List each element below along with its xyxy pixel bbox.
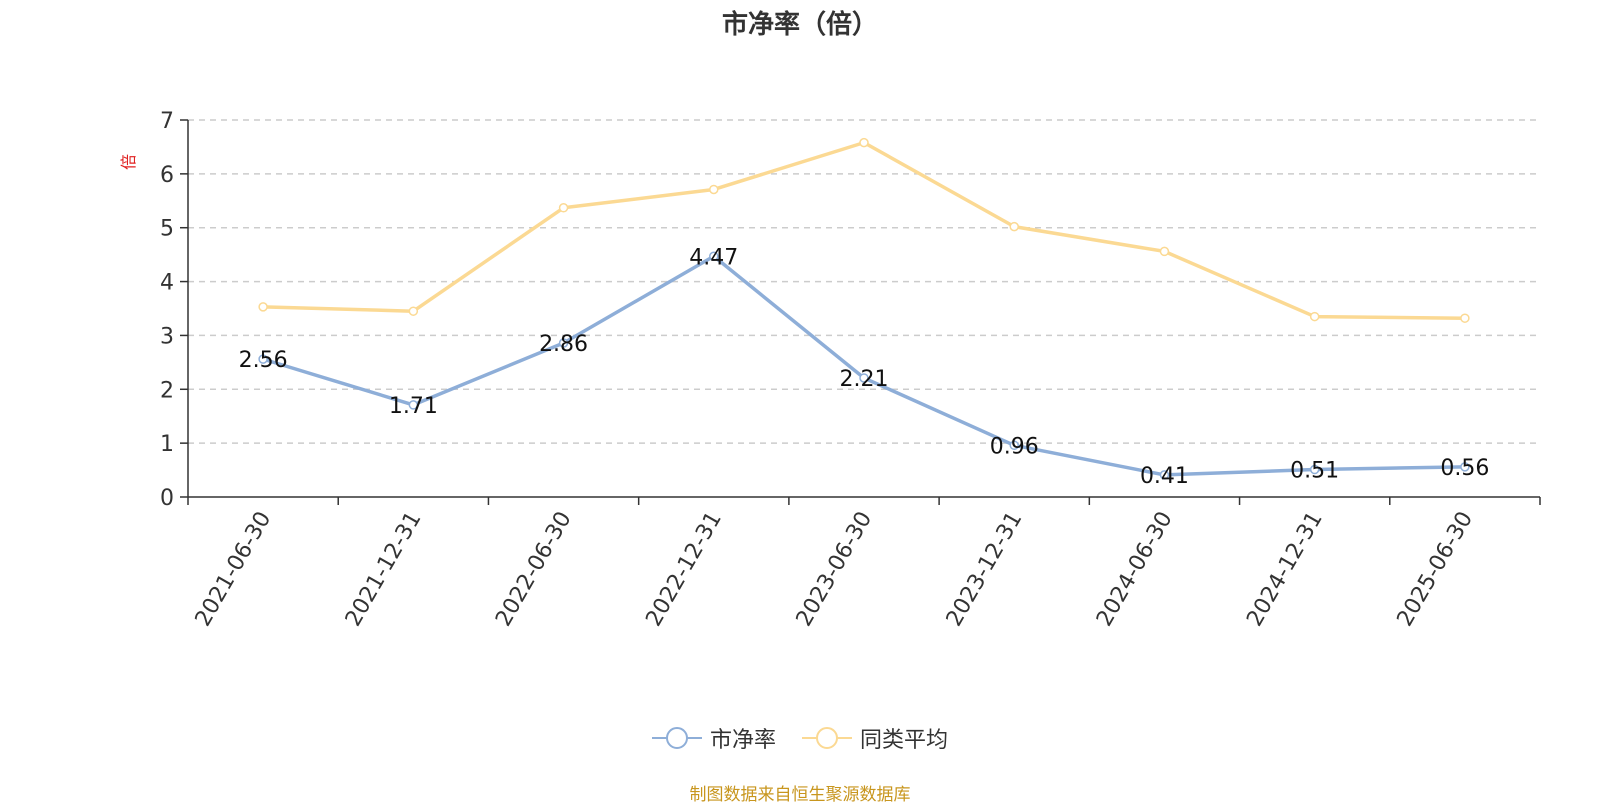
legend-line-circle-icon bbox=[651, 727, 702, 749]
grid-layer bbox=[188, 119, 1540, 444]
legend-item-series-2[interactable]: 同类平均 bbox=[802, 722, 948, 754]
series-line bbox=[263, 140, 1465, 320]
data-point bbox=[558, 338, 569, 348]
data-label-layer: 2.56 1.71 2.86 4.47 2.21 0.96 0.41 0.51 0.56 bbox=[239, 245, 1490, 489]
data-point bbox=[1009, 440, 1019, 451]
axis-layer: 0 1 2 3 4 5 6 7 倍 2021-06-30 2021-12-31 2022-06-30 2… bbox=[119, 109, 1541, 631]
data-point bbox=[859, 373, 869, 383]
y-tick-label: 0 bbox=[160, 486, 174, 511]
x-tick-label: 2021-12-31 bbox=[341, 508, 427, 631]
legend: 市净率 同类平均 bbox=[0, 722, 1600, 754]
data-point bbox=[258, 354, 268, 364]
data-point bbox=[1159, 246, 1170, 257]
data-label: 0.51 bbox=[1290, 459, 1339, 484]
legend-item-series-1[interactable]: 市净率 bbox=[651, 722, 776, 754]
data-point bbox=[709, 184, 719, 195]
data-point bbox=[859, 137, 869, 148]
y-tick-label: 4 bbox=[160, 271, 174, 296]
data-label: 0.56 bbox=[1440, 456, 1489, 481]
y-tick-label: 2 bbox=[160, 378, 174, 403]
data-label: 2.21 bbox=[840, 367, 889, 392]
x-tick-label: 2025-06-30 bbox=[1393, 508, 1479, 631]
x-tick-label: 2022-12-31 bbox=[641, 508, 727, 631]
data-label: 0.41 bbox=[1140, 464, 1189, 489]
data-point bbox=[408, 400, 419, 410]
legend-label: 市净率 bbox=[709, 728, 776, 753]
legend-label: 同类平均 bbox=[860, 728, 949, 753]
data-point bbox=[1460, 313, 1470, 323]
data-point bbox=[558, 203, 569, 213]
data-point bbox=[1460, 462, 1470, 472]
data-point bbox=[1159, 470, 1170, 480]
x-tick-label: 2022-06-30 bbox=[491, 508, 577, 631]
data-label: 2.86 bbox=[539, 332, 588, 357]
data-label: 1.71 bbox=[389, 394, 438, 419]
data-label: 4.47 bbox=[689, 245, 738, 270]
y-tick-label: 6 bbox=[160, 163, 174, 188]
data-point bbox=[258, 302, 268, 312]
x-tick-label: 2023-12-31 bbox=[942, 508, 1028, 631]
y-tick-label: 5 bbox=[160, 217, 174, 242]
data-point bbox=[408, 306, 419, 316]
y-tick-label: 7 bbox=[160, 109, 174, 134]
data-label: 2.56 bbox=[239, 348, 288, 373]
x-tick-label: 2021-06-30 bbox=[191, 508, 277, 631]
series-layer bbox=[258, 137, 1470, 480]
x-tick-label: 2023-06-30 bbox=[792, 508, 878, 631]
chart-title: 市净率（倍） bbox=[721, 10, 878, 40]
x-tick-label: 2024-12-31 bbox=[1242, 508, 1328, 631]
data-point bbox=[1009, 221, 1019, 232]
data-point bbox=[709, 251, 719, 262]
legend-line-circle-icon bbox=[802, 727, 852, 749]
y-tick-label: 1 bbox=[160, 432, 174, 457]
data-point bbox=[1309, 464, 1320, 475]
x-tick-label: 2024-06-30 bbox=[1092, 508, 1178, 631]
source-note: 制图数据来自恒生聚源数据库 bbox=[689, 785, 911, 805]
y-axis-label: 倍 bbox=[119, 154, 138, 170]
y-tick-label: 3 bbox=[160, 324, 174, 349]
data-point bbox=[1309, 311, 1320, 322]
data-label: 0.96 bbox=[990, 434, 1039, 459]
